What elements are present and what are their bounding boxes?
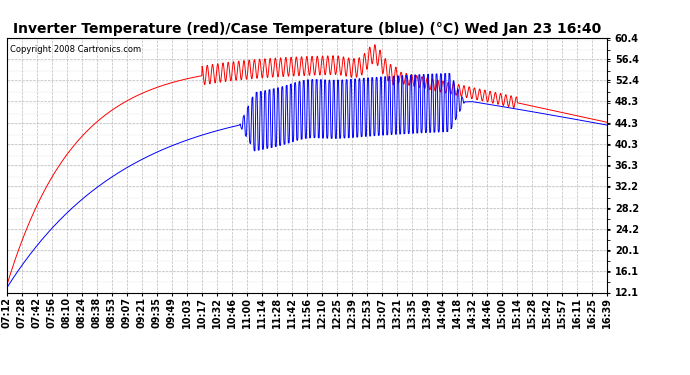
Title: Inverter Temperature (red)/Case Temperature (blue) (°C) Wed Jan 23 16:40: Inverter Temperature (red)/Case Temperat… bbox=[13, 22, 601, 36]
Text: Copyright 2008 Cartronics.com: Copyright 2008 Cartronics.com bbox=[10, 45, 141, 54]
